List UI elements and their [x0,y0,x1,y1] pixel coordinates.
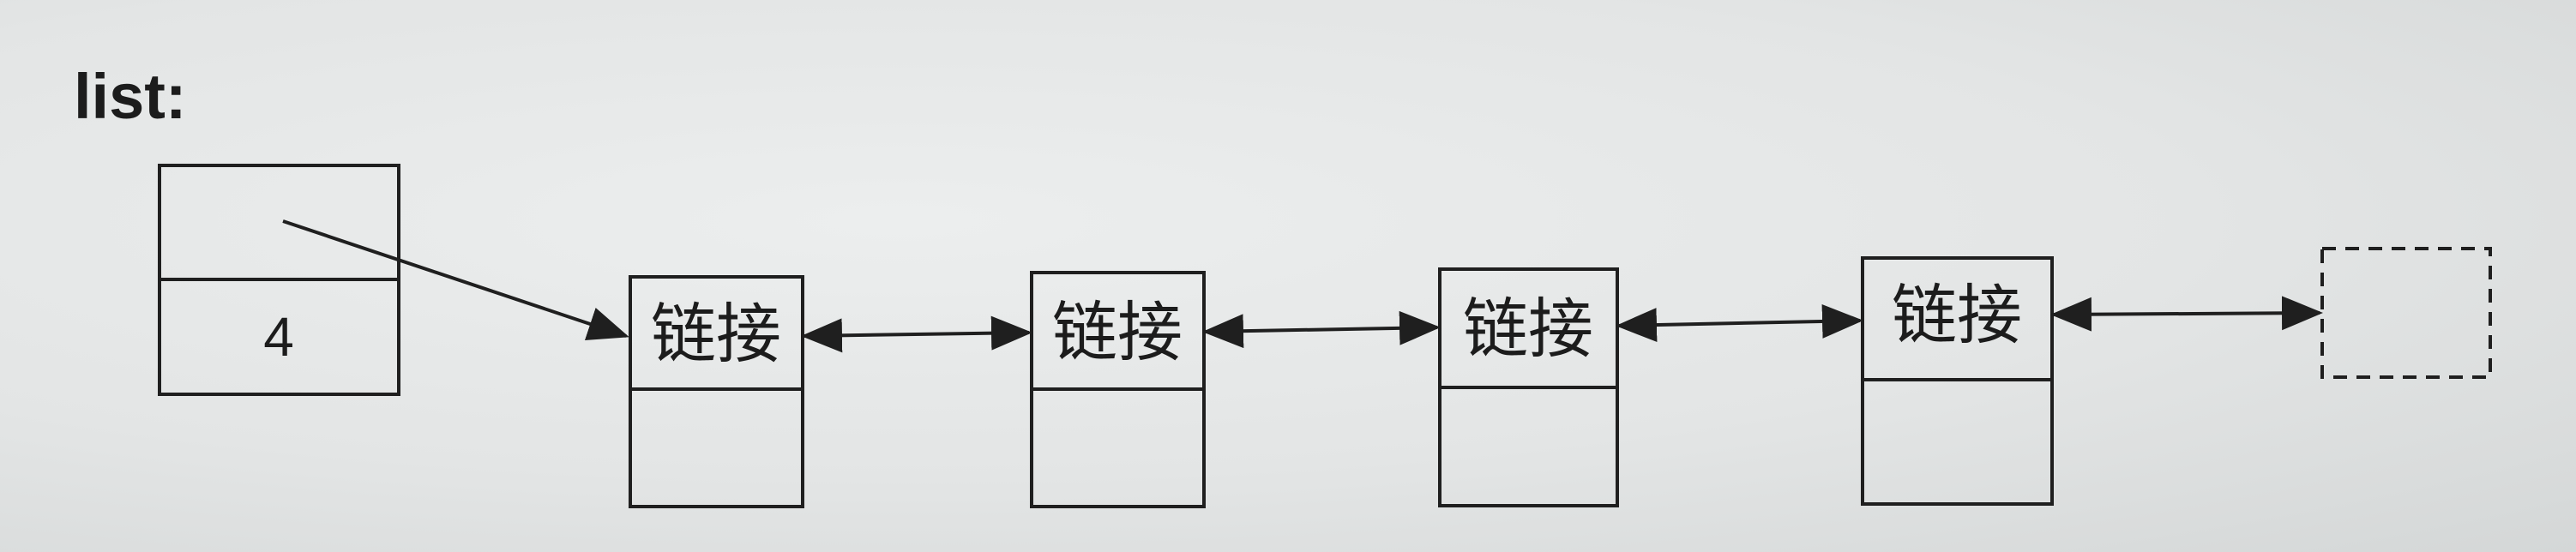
list-count-value: 4 [263,306,294,368]
list-node: 链接 [1030,271,1206,508]
list-node: 链接 [1438,267,1619,507]
list-header-box: 4 [158,164,400,396]
list-node: 链接 [1861,256,2054,506]
bidirectional-link-arrow [2050,296,2323,332]
node-link-label: 链接 [651,296,781,372]
null-node-placeholder [2320,247,2492,379]
node-link-label: 链接 [1052,294,1183,370]
header-pointer-arrow [282,219,629,340]
node-link-label: 链接 [1892,277,2022,353]
bidirectional-link-arrow [1616,303,1863,343]
node-link-label: 链接 [1463,291,1593,367]
bidirectional-link-arrow [801,315,1032,353]
list-node: 链接 [629,275,804,508]
diagram-title: list: [74,61,187,132]
bidirectional-link-arrow [1202,310,1441,349]
node-outline [629,275,804,508]
